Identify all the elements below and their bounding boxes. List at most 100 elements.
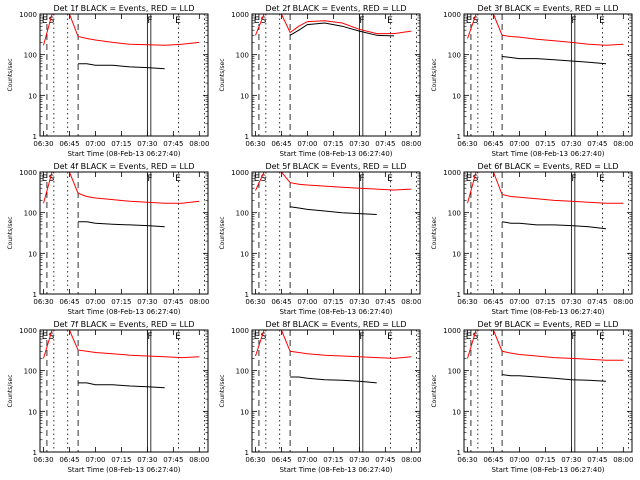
x-tick-label: 06:45 [483,298,503,306]
y-tick-label: 100 [236,368,249,376]
series-events-line [78,221,165,228]
x-axis-label: Start Time (08-Feb-13 06:27:40) [279,466,392,474]
panel-title: Det 9f BLACK = Events, RED = LLD [477,320,618,329]
marker-label: E [175,332,181,342]
x-tick-label: 07:30 [137,140,157,148]
marker-label: E [466,332,472,342]
y-tick-label: 1 [33,291,37,299]
y-tick-label: 1 [33,449,37,457]
marker-label: F [359,16,364,26]
x-tick-label: 07:45 [375,298,395,306]
marker-label: S [473,332,479,342]
plot-frame [463,329,633,453]
x-tick-label: 06:30 [245,140,265,148]
marker-label: S [49,16,55,26]
panel-title: Det 1f BLACK = Events, RED = LLD [53,4,194,13]
y-tick-label: 1 [245,291,249,299]
y-axis-label: Counts/sec [7,216,14,249]
marker-label: F [571,332,576,342]
y-axis-label: Counts/sec [431,374,438,407]
marker-label: E [599,16,605,26]
x-tick-label: 07:00 [85,456,105,464]
x-tick-label: 08:00 [401,456,421,464]
x-tick-label: 08:00 [613,298,633,306]
y-tick-label: 1000 [231,169,249,177]
series-events-line [78,63,165,70]
y-tick-label: 10 [28,250,37,258]
x-tick-label: 07:00 [85,140,105,148]
marker-label: E [42,332,48,342]
x-axis-label: Start Time (08-Feb-13 06:27:40) [67,150,180,158]
marker-label: F [147,174,152,184]
x-tick-label: 06:45 [271,140,291,148]
y-tick-label: 100 [236,210,249,218]
y-tick-label: 1 [457,291,461,299]
series-events-line [290,376,377,384]
marker-label: E [254,332,260,342]
marker-label: F [571,16,576,26]
x-tick-label: 07:00 [509,298,529,306]
marker-label: E [466,16,472,26]
marker-label: F [359,332,364,342]
y-axis-label: Counts/sec [219,374,226,407]
marker-label: S [49,174,55,184]
x-tick-label: 06:30 [457,298,477,306]
panel-title: Det 2f BLACK = Events, RED = LLD [265,4,406,13]
x-tick-label: 06:45 [483,140,503,148]
marker-label: E [175,16,181,26]
panel-det-9: Det 9f BLACK = Events, RED = LLD Counts/s… [431,320,633,474]
y-tick-label: 100 [24,210,37,218]
x-tick-label: 07:45 [587,298,607,306]
x-tick-label: 06:45 [59,298,79,306]
y-tick-label: 100 [448,368,461,376]
y-tick-label: 1 [245,133,249,141]
panel-det-4: Det 4f BLACK = Events, RED = LLD Counts/s… [7,162,209,316]
x-tick-label: 07:30 [561,456,581,464]
x-tick-label: 07:30 [349,298,369,306]
marker-label: E [599,332,605,342]
panel-title: Det 3f BLACK = Events, RED = LLD [477,4,618,13]
y-tick-label: 100 [236,52,249,60]
y-tick-label: 1000 [231,327,249,335]
panel-title: Det 7f BLACK = Events, RED = LLD [53,320,194,329]
panel-det-2: Det 2f BLACK = Events, RED = LLD Counts/s… [219,4,421,158]
panel-det-5: Det 5f BLACK = Events, RED = LLD Counts/s… [219,162,421,316]
plot-frame [39,13,209,137]
x-tick-label: 06:45 [59,140,79,148]
x-tick-label: 07:15 [535,298,555,306]
series-events-line [290,206,377,215]
plot-frame [463,171,633,295]
x-tick-label: 07:15 [111,456,131,464]
plot-frame [251,13,421,137]
x-tick-label: 07:00 [509,456,529,464]
y-tick-label: 1 [457,133,461,141]
y-tick-label: 1 [457,449,461,457]
series-events-line [289,22,395,37]
y-tick-label: 10 [28,92,37,100]
y-axis-label: Counts/sec [219,216,226,249]
marker-label: E [387,16,393,26]
panel-title: Det 5f BLACK = Events, RED = LLD [265,162,406,171]
x-tick-label: 07:45 [587,140,607,148]
x-tick-label: 06:30 [33,140,53,148]
y-tick-label: 1000 [19,327,37,335]
x-tick-label: 07:45 [163,456,183,464]
marker-label: E [42,16,48,26]
y-tick-label: 1000 [19,11,37,19]
series-events-line [502,374,607,382]
y-tick-label: 1 [33,133,37,141]
marker-label: E [387,174,393,184]
x-axis-label: Start Time (08-Feb-13 06:27:40) [491,150,604,158]
marker-label: E [175,174,181,184]
x-tick-label: 07:30 [561,140,581,148]
marker-label: S [261,16,267,26]
x-tick-label: 06:45 [59,456,79,464]
x-axis-label: Start Time (08-Feb-13 06:27:40) [491,308,604,316]
x-tick-label: 07:15 [323,456,343,464]
marker-label: F [359,174,364,184]
y-tick-label: 1000 [231,11,249,19]
y-tick-label: 100 [24,368,37,376]
x-tick-label: 08:00 [189,456,209,464]
x-tick-label: 07:45 [375,140,395,148]
plot-frame [251,171,421,295]
